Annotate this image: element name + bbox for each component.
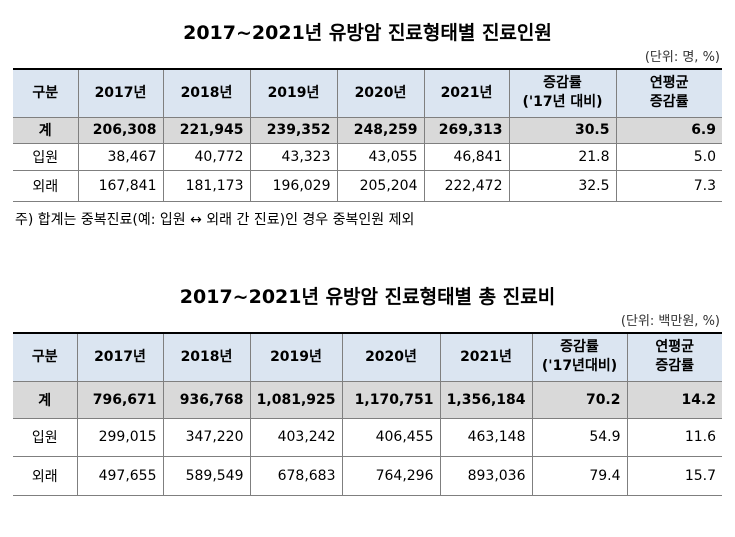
cell: 463,148: [439, 417, 533, 457]
row-label: 입원: [13, 417, 78, 457]
total-row: 계 796,671 936,768 1,081,925 1,170,751 1,356,1…: [13, 380, 722, 419]
table-title: 2017~2021년 유방암 진료형태별 총 진료비: [179, 286, 556, 308]
header-cell: 2018년: [162, 68, 251, 118]
header-cell: 2017년: [77, 68, 164, 118]
data-row: 입원 299,015 347,220 403,242 406,455 463,148 54.…: [13, 417, 722, 457]
header-cell: 증감률 ('17년 대비): [508, 68, 617, 118]
cell: 222,472: [423, 169, 510, 202]
header-cell: 2021년: [423, 68, 510, 118]
header-cell: 2019년: [249, 332, 343, 382]
table-title: 2017~2021년 유방암 진료형태별 진료인원: [183, 22, 552, 44]
cell: 7.3: [615, 169, 722, 202]
header-cell: 2021년: [439, 332, 533, 382]
table-block: 2017~2021년 유방암 진료형태별 총 진료비 (단위: 백만원, %) 구분…: [13, 282, 722, 496]
cell: 403,242: [249, 417, 343, 457]
cell: 893,036: [439, 455, 533, 496]
cell: 589,549: [162, 455, 251, 496]
cell: 43,323: [249, 142, 338, 171]
cell: 1,081,925: [249, 380, 343, 419]
header-row: 구분 2017년 2018년 2019년 2020년 2021년 증감률 ('17년 대비)…: [13, 68, 722, 118]
cell: 70.2: [531, 380, 628, 419]
cell: 14.2: [626, 380, 722, 419]
footnote: 주) 합계는 중복진료(예: 입원 ↔ 외래 간 진료)인 경우 중복인원 제외: [15, 211, 415, 228]
row-label: 계: [13, 380, 78, 419]
cell: 1,170,751: [341, 380, 441, 419]
cell: 239,352: [249, 116, 338, 144]
header-cell: 2020년: [336, 68, 425, 118]
header-cell: 구분: [13, 68, 79, 118]
cell: 796,671: [76, 380, 164, 419]
cell: 205,204: [336, 169, 425, 202]
cell: 347,220: [162, 417, 251, 457]
row-label: 외래: [13, 169, 79, 202]
table-block: 2017~2021년 유방암 진료형태별 진료인원 (단위: 명, %) 구분 201…: [13, 18, 722, 229]
cell: 1,356,184: [439, 380, 533, 419]
header-cell: 구분: [13, 332, 78, 382]
row-label: 계: [13, 116, 79, 144]
cell: 15.7: [626, 455, 722, 496]
cell: 181,173: [162, 169, 251, 202]
data-row: 외래 497,655 589,549 678,683 764,296 893,036 79.…: [13, 455, 722, 496]
cell: 11.6: [626, 417, 722, 457]
cell: 764,296: [341, 455, 441, 496]
header-cell: 2020년: [341, 332, 441, 382]
cell: 21.8: [508, 142, 617, 171]
cell: 269,313: [423, 116, 510, 144]
unit-label: (단위: 명, %): [644, 50, 720, 65]
cell: 196,029: [249, 169, 338, 202]
cell: 678,683: [249, 455, 343, 496]
cell: 497,655: [76, 455, 164, 496]
data-table: 구분 2017년 2018년 2019년 2020년 2021년 증감률 ('17년대비) 연…: [13, 332, 722, 496]
row-label: 입원: [13, 142, 79, 171]
cell: 299,015: [76, 417, 164, 457]
cell: 30.5: [508, 116, 617, 144]
header-row: 구분 2017년 2018년 2019년 2020년 2021년 증감률 ('17년대비) 연…: [13, 332, 722, 382]
cell: 38,467: [77, 142, 164, 171]
cell: 79.4: [531, 455, 628, 496]
header-cell: 2018년: [162, 332, 251, 382]
header-cell: 연평균 증감률: [615, 68, 722, 118]
header-cell: 2017년: [76, 332, 164, 382]
cell: 167,841: [77, 169, 164, 202]
data-row: 입원 38,467 40,772 43,323 43,055 46,841 21.8 5.0: [13, 142, 722, 171]
cell: 54.9: [531, 417, 628, 457]
total-row: 계 206,308 221,945 239,352 248,259 269,313 30.5…: [13, 116, 722, 144]
data-row: 외래 167,841 181,173 196,029 205,204 222,472 32.…: [13, 169, 722, 202]
cell: 248,259: [336, 116, 425, 144]
cell: 221,945: [162, 116, 251, 144]
cell: 206,308: [77, 116, 164, 144]
cell: 406,455: [341, 417, 441, 457]
unit-label: (단위: 백만원, %): [620, 314, 720, 329]
cell: 40,772: [162, 142, 251, 171]
data-table: 구분 2017년 2018년 2019년 2020년 2021년 증감률 ('17년 대비)…: [13, 68, 722, 202]
cell: 46,841: [423, 142, 510, 171]
cell: 936,768: [162, 380, 251, 419]
header-cell: 연평균 증감률: [626, 332, 722, 382]
cell: 32.5: [508, 169, 617, 202]
row-label: 외래: [13, 455, 78, 496]
cell: 6.9: [615, 116, 722, 144]
header-cell: 증감률 ('17년대비): [531, 332, 628, 382]
header-cell: 2019년: [249, 68, 338, 118]
cell: 5.0: [615, 142, 722, 171]
cell: 43,055: [336, 142, 425, 171]
